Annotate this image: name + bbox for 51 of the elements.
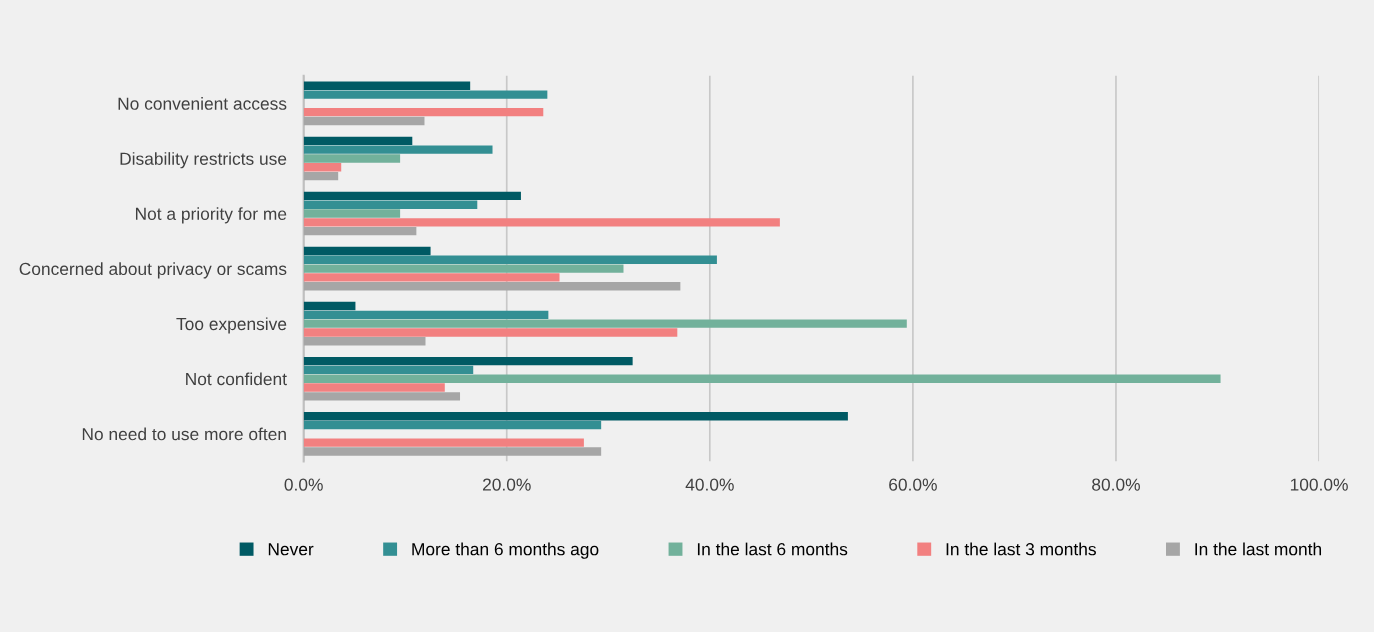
bar [303,420,602,430]
x-tick-label: 100.0% [1290,478,1348,491]
bar [303,200,478,209]
bar [303,90,548,99]
bar [303,447,602,456]
bar [303,337,426,346]
legend-label: In the last 3 months [946,542,1096,556]
bar [303,163,342,172]
bar [303,356,633,366]
bar [303,145,493,154]
bar [303,108,544,117]
bar [303,310,549,320]
bar [303,218,780,227]
y-tick-label: Too expensive [176,317,287,334]
x-tick-label: 60.0% [889,478,937,491]
bar [303,412,848,421]
legend-label: In the last 6 months [697,542,848,556]
bar [303,438,584,447]
x-tick-label: 20.0% [482,478,531,491]
legend-label: In the last month [1195,542,1322,556]
x-tick-label: 80.0% [1092,478,1140,491]
y-tick-label: No need to use more often [82,427,286,441]
bar [303,209,401,218]
bar [303,226,417,236]
bar [303,392,461,401]
bar [303,383,445,392]
bar [303,328,678,337]
y-tick-label: Concerned about privacy or scams [19,262,287,279]
bar [303,264,624,273]
bar [303,282,681,291]
bar [303,365,474,375]
bar [303,301,356,311]
bar [303,154,401,163]
bar [303,255,717,264]
bar [303,191,521,201]
bar [303,81,471,90]
bar [303,116,425,126]
bar [303,171,339,181]
x-tick-label: 40.0% [685,478,734,491]
y-tick-label: Not confident [186,372,287,386]
bar [303,136,413,146]
legend-label: Never [268,543,314,556]
bar [303,374,1221,383]
y-tick-label: Disability restricts use [120,152,287,169]
y-tick-label: No convenient access [118,97,287,110]
bar [303,246,431,256]
y-tick-label: Not a priority for me [135,207,287,224]
bar [303,273,560,282]
bar [303,319,907,328]
x-tick-label: 0.0% [284,478,323,491]
legend-label: More than 6 months ago [412,542,599,559]
